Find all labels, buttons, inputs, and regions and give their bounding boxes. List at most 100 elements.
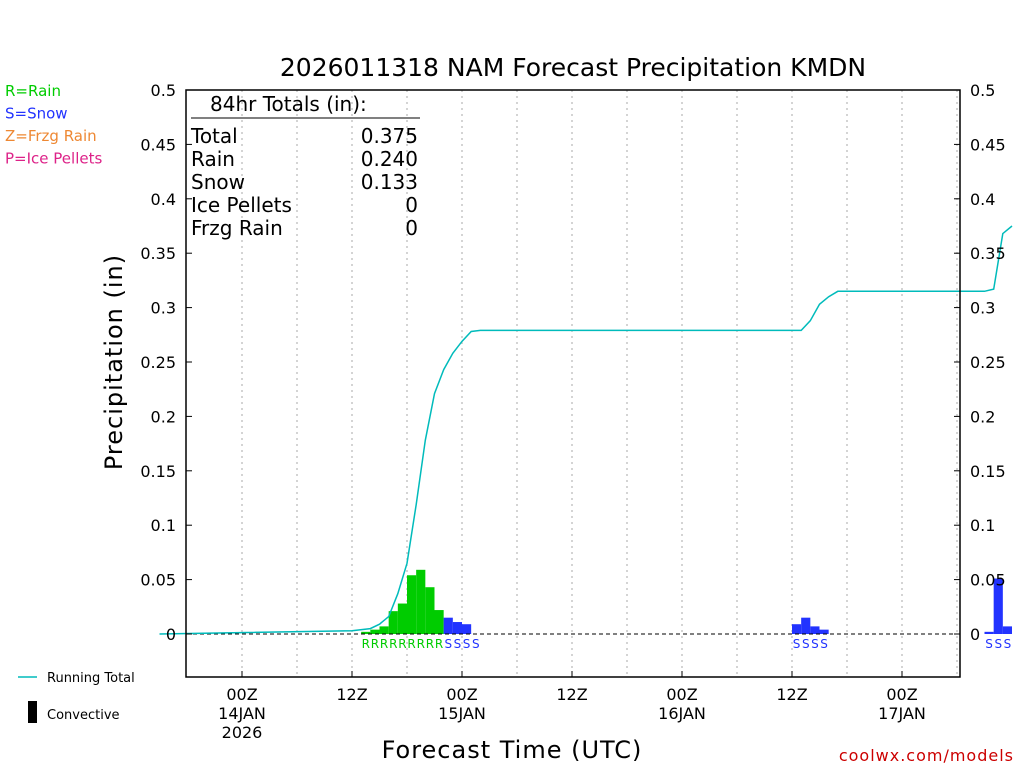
x-tick-label: 2026 [222, 723, 263, 742]
y-axis-left-ticks: 0 0.05 0.1 0.15 0.2 0.25 0.3 0.35 0.4 0.45 0.5 [140, 81, 192, 644]
convective-legend-label: Convective [47, 708, 120, 723]
x-tick-label: 14JAN [218, 704, 266, 723]
y-tick-label: 0.35 [140, 244, 176, 263]
precip-type-letter: R [362, 637, 370, 651]
y-tick-label: 0 [970, 625, 980, 644]
precip-type-letter: R [371, 637, 379, 651]
bar-snow [819, 629, 829, 634]
totals-row-label: Ice Pellets [191, 193, 292, 217]
precip-type-letter: R [380, 637, 388, 651]
running-total-legend-label: Running Total [47, 671, 135, 686]
bar-rain [388, 611, 398, 634]
y-axis-title: Precipitation (in) [100, 254, 128, 470]
bar-snow [792, 624, 802, 634]
chart-title: 2026011318 NAM Forecast Precipitation KM… [280, 53, 866, 82]
bar-snow [452, 622, 462, 634]
running-total-line [159, 225, 1013, 635]
type-legend-item: P=Ice Pellets [5, 150, 102, 168]
precip-type-letter: S [793, 637, 801, 651]
precip-type-letter: S [985, 637, 993, 651]
x-tick-label: 00Z [226, 685, 257, 704]
bar-snow [462, 624, 472, 634]
totals-box: 84hr Totals (in): Total 0.375 Rain 0.240 Snow… [190, 92, 420, 240]
x-tick-label: 12Z [776, 685, 807, 704]
y-tick-label: 0.2 [970, 407, 995, 426]
bar-rain [407, 575, 417, 634]
grid-lines [241, 90, 958, 677]
convective-legend-swatch [28, 701, 37, 723]
precip-type-letter: R [398, 637, 406, 651]
precip-type-letter: S [1004, 637, 1012, 651]
y-tick-label: 0.25 [970, 353, 1006, 372]
totals-row-label: Rain [191, 147, 235, 171]
x-tick-label: 16JAN [658, 704, 706, 723]
bar-rain [361, 631, 371, 634]
y-tick-label: 0.4 [970, 190, 995, 209]
precip-type-letter: S [811, 637, 819, 651]
bar-rain [397, 603, 407, 634]
precip-type-letter: S [802, 637, 810, 651]
y-tick-label: 0.4 [151, 190, 176, 209]
precip-type-letter: R [407, 637, 415, 651]
totals-row-value: 0 [405, 216, 418, 240]
x-tick-label: 12Z [336, 685, 367, 704]
bar-rain [425, 587, 435, 634]
y-tick-label: 0.5 [970, 81, 995, 100]
x-tick-label: 12Z [556, 685, 587, 704]
y-tick-label: 0.05 [140, 571, 176, 590]
totals-heading: 84hr Totals (in): [210, 92, 367, 116]
precip-type-letter: R [417, 637, 425, 651]
totals-row-label: Snow [191, 170, 245, 194]
bottom-legend: Running Total Convective [18, 671, 135, 723]
y-tick-label: 0.15 [140, 462, 176, 481]
credit-text: coolwx.com/models [839, 746, 1014, 765]
y-axis-right-ticks: 0 0.05 0.1 0.15 0.2 0.25 0.3 0.35 0.4 0.45 0.5 [954, 81, 1006, 644]
precip-type-letter: S [820, 637, 828, 651]
y-tick-label: 0.15 [970, 462, 1006, 481]
bar-snow [993, 578, 1003, 634]
bar-snow [810, 626, 820, 634]
y-tick-label: 0.05 [970, 571, 1006, 590]
precip-type-legend: R=Rain S=Snow Z=Frzg Rain P=Ice Pellets [5, 82, 102, 168]
type-legend-item: R=Rain [5, 82, 61, 100]
precip-bars [361, 569, 1012, 634]
y-tick-label: 0.25 [140, 353, 176, 372]
precip-type-letter: R [435, 637, 443, 651]
precip-type-letter: S [472, 637, 480, 651]
bar-snow [801, 617, 811, 634]
precip-type-letter: S [454, 637, 462, 651]
y-tick-label: 0.5 [151, 81, 176, 100]
y-tick-label: 0.1 [151, 516, 176, 535]
totals-row-value: 0 [405, 193, 418, 217]
precip-type-letter: R [389, 637, 397, 651]
totals-row-label: Frzg Rain [191, 216, 283, 240]
totals-row-value: 0.375 [361, 124, 418, 148]
plot-frame [185, 89, 961, 678]
totals-row-value: 0.133 [361, 170, 418, 194]
x-tick-label: 00Z [886, 685, 917, 704]
bar-rain [416, 569, 426, 634]
x-tick-label: 17JAN [878, 704, 926, 723]
bar-rain [370, 629, 380, 634]
totals-row-label: Total [190, 124, 238, 148]
precip-type-letter: S [444, 637, 452, 651]
bar-snow [984, 631, 994, 634]
bar-rain [434, 610, 444, 634]
type-legend-item: Z=Frzg Rain [5, 127, 97, 145]
y-tick-label: 0 [166, 625, 176, 644]
y-tick-label: 0.45 [970, 135, 1006, 154]
y-tick-label: 0.1 [970, 516, 995, 535]
bar-snow [443, 617, 453, 634]
precip-type-letter: R [426, 637, 434, 651]
precip-type-letter: S [463, 637, 471, 651]
totals-row-value: 0.240 [361, 147, 418, 171]
x-axis-title: Forecast Time (UTC) [382, 736, 643, 764]
x-tick-label: 00Z [446, 685, 477, 704]
y-tick-label: 0.45 [140, 135, 176, 154]
y-tick-label: 0.2 [151, 407, 176, 426]
x-tick-label: 00Z [666, 685, 697, 704]
bar-snow [1002, 626, 1012, 634]
